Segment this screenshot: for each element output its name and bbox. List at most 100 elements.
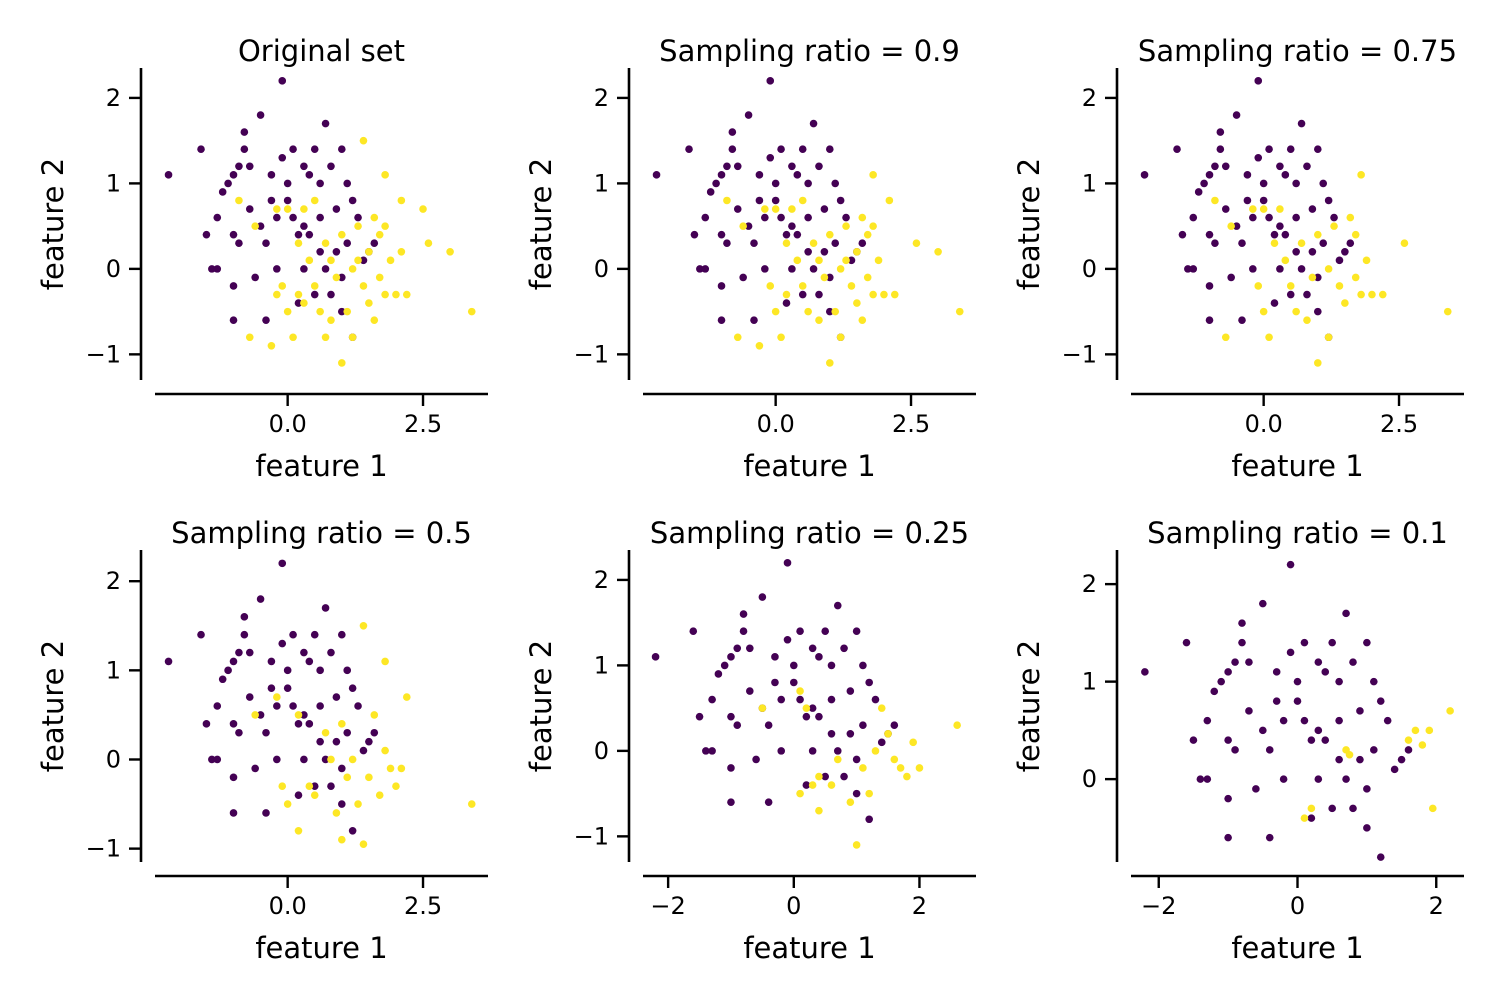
point-class-0 <box>348 684 357 692</box>
y-tick-label: 2 <box>594 566 609 594</box>
x-tick-label: 2.5 <box>892 410 930 438</box>
point-class-1 <box>267 342 276 350</box>
point-class-0 <box>723 239 731 248</box>
x-tick-label: 2.5 <box>404 410 442 438</box>
point-class-0 <box>890 721 899 730</box>
point-class-0 <box>708 747 716 755</box>
point-class-1 <box>869 171 877 179</box>
point-class-0 <box>1356 707 1364 715</box>
point-class-0 <box>1238 316 1246 324</box>
point-class-1 <box>1324 333 1333 342</box>
x-axis-label: feature 1 <box>255 449 387 483</box>
point-class-0 <box>1231 658 1239 666</box>
point-class-0 <box>262 728 270 737</box>
point-class-0 <box>1376 697 1385 705</box>
subplot-5: Sampling ratio = 0.25 −2 0 2 −1 0 1 2 feature 1 f… <box>524 516 976 965</box>
x-tick-label: 2 <box>912 892 927 920</box>
point-class-0 <box>267 657 276 666</box>
point-class-1 <box>381 746 389 755</box>
point-class-0 <box>755 196 764 205</box>
point-class-0 <box>746 687 754 695</box>
point-class-0 <box>1224 833 1232 842</box>
point-class-0 <box>761 265 769 273</box>
point-class-1 <box>869 290 877 299</box>
point-class-0 <box>1272 668 1281 676</box>
point-class-0 <box>1252 785 1260 793</box>
point-class-0 <box>240 145 249 154</box>
point-class-0 <box>1254 153 1263 162</box>
x-axis-label: feature 1 <box>255 931 387 965</box>
point-class-0 <box>321 265 330 273</box>
y-tick-label: 1 <box>106 169 121 197</box>
point-class-0 <box>332 205 341 213</box>
point-class-1 <box>865 789 873 798</box>
point-class-1 <box>1254 282 1263 290</box>
point-class-1 <box>782 239 791 248</box>
point-class-0 <box>305 657 314 666</box>
point-class-0 <box>764 721 773 730</box>
point-class-0 <box>796 627 804 636</box>
point-class-1 <box>802 704 811 712</box>
point-class-0 <box>359 746 368 755</box>
point-class-0 <box>796 695 804 704</box>
point-class-0 <box>1314 273 1322 282</box>
point-class-0 <box>1363 824 1371 832</box>
point-class-0 <box>702 747 710 755</box>
y-axis-label: feature 2 <box>1012 158 1046 290</box>
point-class-0 <box>278 77 287 85</box>
point-class-0 <box>1356 755 1364 764</box>
point-class-1 <box>294 827 303 835</box>
point-class-1 <box>1303 316 1311 324</box>
point-class-0 <box>1221 162 1230 171</box>
subplot-4: Sampling ratio = 0.5 0.0 2.5 −1 0 1 2 feature 1… <box>36 516 488 965</box>
point-class-1 <box>1314 359 1322 367</box>
point-class-1 <box>1307 804 1316 813</box>
point-class-0 <box>820 205 829 213</box>
point-class-0 <box>1307 736 1316 744</box>
point-class-0 <box>316 247 324 256</box>
point-class-1 <box>885 196 894 205</box>
point-class-1 <box>788 205 796 213</box>
point-class-1 <box>1265 333 1273 342</box>
point-class-0 <box>164 657 173 666</box>
point-class-0 <box>798 145 807 154</box>
point-class-1 <box>370 316 379 324</box>
point-class-0 <box>310 145 319 154</box>
point-class-1 <box>1346 213 1355 222</box>
point-class-1 <box>831 307 840 316</box>
point-class-0 <box>1349 658 1357 666</box>
point-class-0 <box>685 145 693 154</box>
y-tick-label: −1 <box>574 340 609 368</box>
point-class-1 <box>1286 282 1295 290</box>
point-class-0 <box>338 630 346 639</box>
point-class-0 <box>256 222 265 230</box>
subplot-6: Sampling ratio = 0.1 −2 0 2 0 1 2 feature 1 feat… <box>1012 516 1464 965</box>
point-class-0 <box>1205 230 1214 239</box>
point-class-1 <box>1411 726 1420 735</box>
point-class-1 <box>1418 741 1427 749</box>
point-class-1 <box>815 806 823 815</box>
point-class-0 <box>289 630 297 639</box>
point-class-1 <box>1330 222 1338 230</box>
point-class-1 <box>1345 750 1354 759</box>
point-class-1 <box>809 239 818 248</box>
point-class-0 <box>651 653 660 661</box>
point-class-1 <box>283 205 292 213</box>
point-class-0 <box>840 772 848 781</box>
point-class-0 <box>701 213 710 222</box>
point-class-0 <box>766 77 775 85</box>
point-class-0 <box>1259 726 1267 735</box>
point-class-1 <box>808 781 817 789</box>
point-class-0 <box>802 781 811 789</box>
point-class-0 <box>750 239 758 248</box>
point-class-0 <box>1397 755 1406 764</box>
point-class-0 <box>764 798 773 806</box>
point-class-0 <box>305 230 314 239</box>
point-class-0 <box>1286 290 1295 299</box>
point-class-0 <box>840 644 848 653</box>
point-class-1 <box>1249 205 1257 213</box>
point-class-0 <box>1297 119 1306 128</box>
point-class-1 <box>332 809 341 817</box>
point-class-1 <box>863 230 872 239</box>
